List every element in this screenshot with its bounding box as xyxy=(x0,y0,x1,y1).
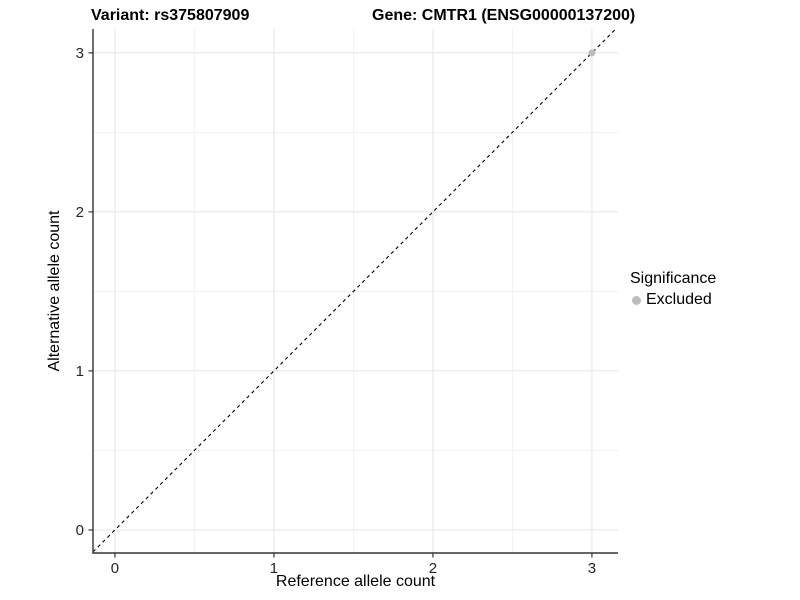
y-tick-label: 2 xyxy=(76,204,84,221)
legend-item-label: Excluded xyxy=(646,291,712,308)
x-axis-title: Reference allele count xyxy=(275,573,436,590)
plot-title-gene: Gene: CMTR1 (ENSG00000137200) xyxy=(372,7,636,24)
y-axis-title: Alternative allele count xyxy=(46,210,63,372)
x-tick-label: 3 xyxy=(588,560,596,577)
x-tick-label: 2 xyxy=(429,560,437,577)
legend-point-icon xyxy=(632,295,641,305)
x-tick-label: 0 xyxy=(111,560,119,577)
y-tick-label: 3 xyxy=(76,45,84,62)
legend-title: Significance xyxy=(630,270,717,287)
identity-line xyxy=(92,28,617,553)
y-tick-label: 0 xyxy=(76,522,84,539)
legend-item-excluded: Excluded xyxy=(630,291,716,309)
y-tick-label: 1 xyxy=(76,363,84,380)
legend: Significance Excluded xyxy=(630,269,716,309)
x-tick-label: 1 xyxy=(270,560,278,577)
plot-title-variant: Variant: rs375807909 xyxy=(91,7,250,24)
data-point-excluded xyxy=(588,49,596,57)
